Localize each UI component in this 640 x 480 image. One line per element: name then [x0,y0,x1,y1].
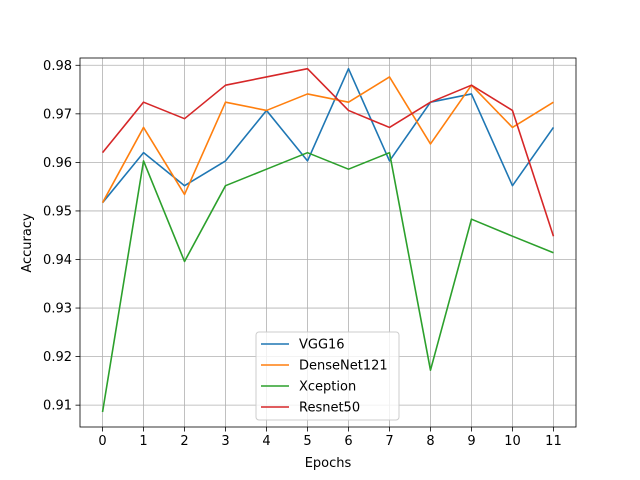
series-line-xception [101,151,554,413]
y-tick-label: 0.96 [43,156,72,171]
y-tick-label: 0.97 [43,107,72,122]
y-axis-label: Accuracy [20,213,35,273]
x-tick-label: 1 [139,434,147,449]
plot-frame [79,57,577,428]
x-tick-label: 11 [545,434,562,449]
legend: VGG16 DenseNet121 Xception Resnet50 [255,331,400,421]
legend-label-resnet50: Resnet50 [299,401,360,416]
x-tick-label: 6 [344,434,352,449]
series-line-resnet50 [101,67,555,237]
y-tick-label: 0.93 [43,302,72,317]
x-axis-label: Epochs [305,456,352,471]
legend-label-vgg16: VGG16 [299,338,345,353]
y-axis-ticks: 0.91 0.92 0.93 0.94 0.95 0.96 0.97 0.98 [43,59,80,414]
x-axis-ticks: 0 1 2 3 4 5 6 7 8 9 10 11 [98,427,562,449]
y-tick-label: 0.91 [43,399,72,414]
x-tick-label: 9 [467,434,475,449]
y-tick-label: 0.95 [43,204,72,219]
x-tick-label: 5 [303,434,311,449]
y-tick-label: 0.92 [43,350,72,365]
legend-label-densenet121: DenseNet121 [299,359,388,374]
series-line-densenet121 [101,76,554,204]
x-tick-label: 7 [385,434,393,449]
y-tick-label: 0.98 [43,59,72,74]
y-tick-label: 0.94 [43,253,72,268]
x-tick-label: 8 [426,434,434,449]
legend-label-xception: Xception [299,380,356,395]
x-tick-label: 2 [180,434,188,449]
x-tick-label: 4 [262,434,270,449]
x-tick-label: 10 [504,434,521,449]
x-tick-label: 0 [98,434,106,449]
legend-box [255,331,400,421]
series-line-vgg16 [101,67,555,204]
x-tick-label: 3 [221,434,229,449]
series-lines [101,67,555,413]
